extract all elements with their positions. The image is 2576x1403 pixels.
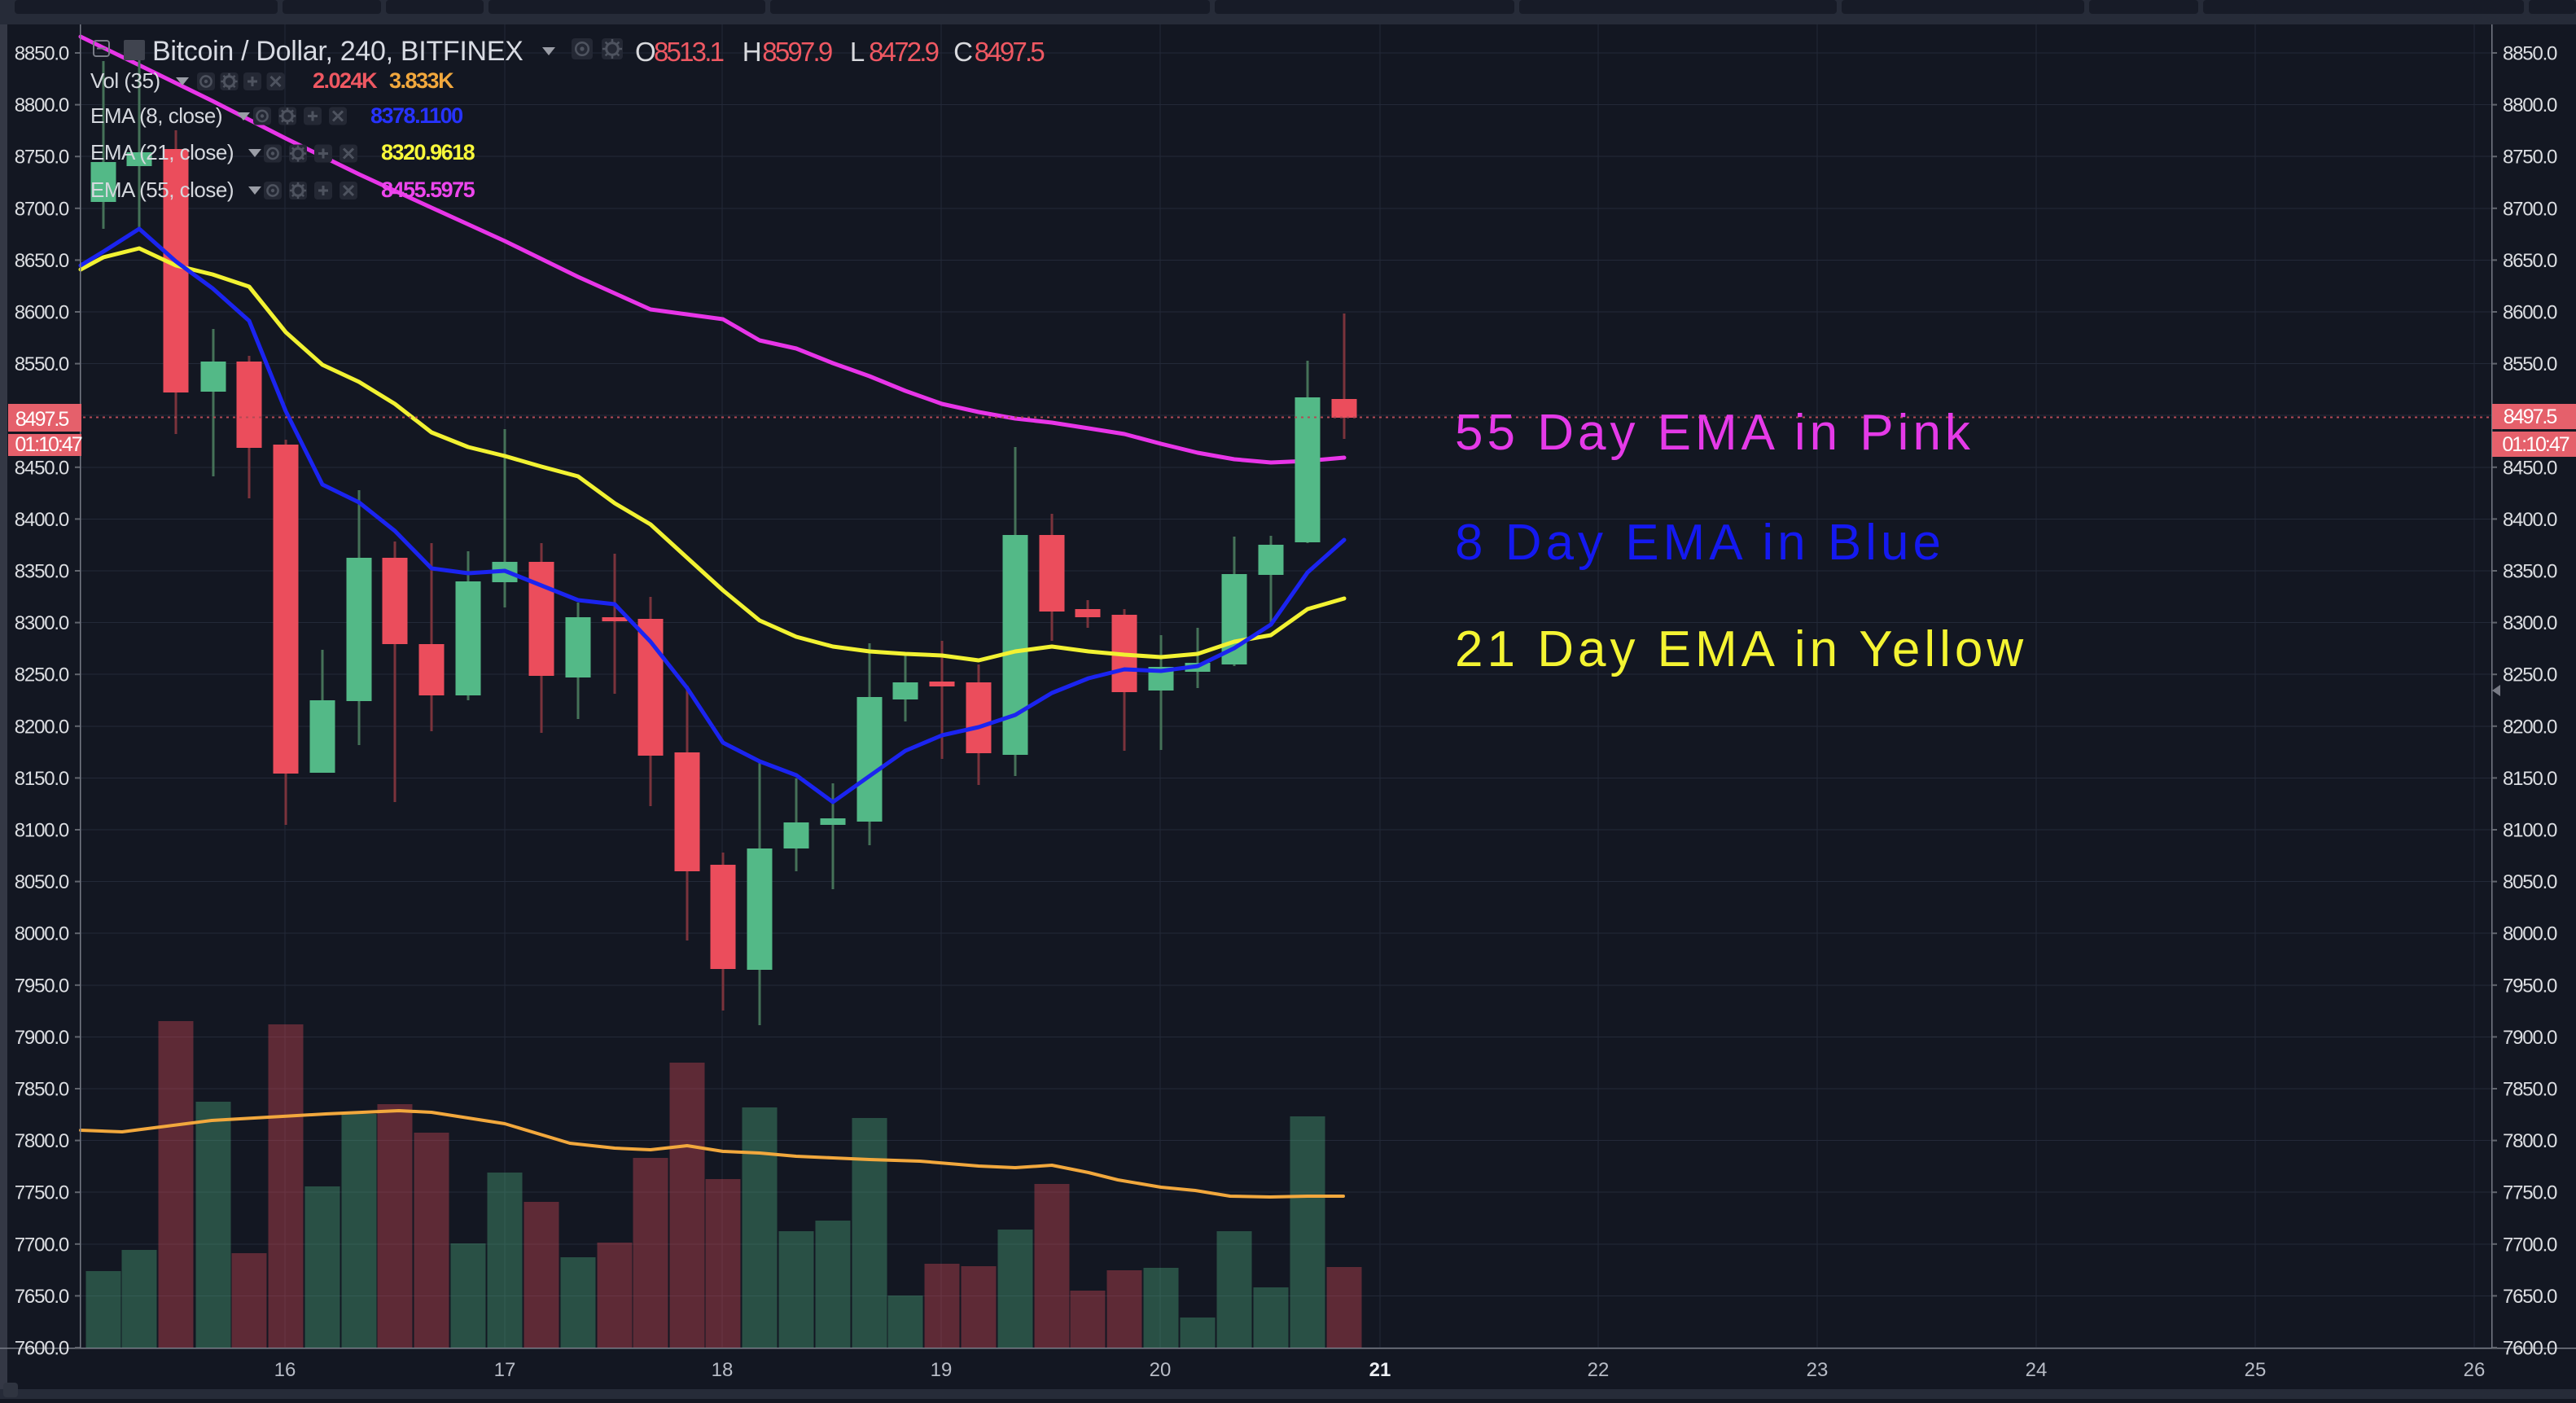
- svg-text:8400.0: 8400.0: [15, 509, 69, 531]
- svg-text:L: L: [850, 37, 865, 67]
- svg-text:8 Day EMA in Blue: 8 Day EMA in Blue: [1455, 515, 1945, 571]
- svg-text:8200.0: 8200.0: [15, 716, 69, 738]
- svg-text:8200.0: 8200.0: [2503, 716, 2557, 738]
- svg-text:7700.0: 7700.0: [15, 1234, 69, 1256]
- svg-text:7850.0: 7850.0: [15, 1079, 69, 1101]
- svg-text:8800.0: 8800.0: [15, 94, 69, 116]
- svg-text:8497.5: 8497.5: [15, 408, 69, 431]
- svg-text:16: 16: [274, 1359, 296, 1381]
- svg-text:8472.9: 8472.9: [869, 37, 939, 67]
- svg-text:8513.1: 8513.1: [654, 37, 724, 67]
- svg-text:7750.0: 7750.0: [2503, 1182, 2557, 1204]
- svg-text:8350.0: 8350.0: [2503, 561, 2557, 583]
- svg-text:8750.0: 8750.0: [15, 147, 69, 169]
- svg-text:7900.0: 7900.0: [2503, 1027, 2557, 1049]
- svg-text:8800.0: 8800.0: [2503, 94, 2557, 116]
- svg-text:C: C: [953, 37, 973, 67]
- svg-text:20: 20: [1150, 1359, 1172, 1381]
- svg-text:8650.0: 8650.0: [15, 250, 69, 272]
- svg-text:8455.5975: 8455.5975: [381, 178, 475, 202]
- svg-text:8450.0: 8450.0: [15, 457, 69, 479]
- svg-text:8100.0: 8100.0: [15, 820, 69, 842]
- svg-text:2.024K: 2.024K: [313, 68, 378, 93]
- svg-text:8050.0: 8050.0: [15, 871, 69, 893]
- svg-text:EMA (8, close): EMA (8, close): [90, 103, 222, 128]
- svg-text:8700.0: 8700.0: [2503, 198, 2557, 220]
- svg-text:7600.0: 7600.0: [15, 1338, 69, 1360]
- svg-text:19: 19: [931, 1359, 953, 1381]
- svg-text:8497.5: 8497.5: [2504, 406, 2557, 428]
- svg-text:55 Day EMA in Pink: 55 Day EMA in Pink: [1455, 405, 1974, 461]
- svg-text:EMA (55, close): EMA (55, close): [90, 178, 234, 202]
- svg-text:7600.0: 7600.0: [2503, 1338, 2557, 1360]
- svg-text:18: 18: [712, 1359, 734, 1381]
- svg-text:8450.0: 8450.0: [2503, 457, 2557, 479]
- svg-text:21: 21: [1369, 1359, 1391, 1381]
- svg-text:8350.0: 8350.0: [15, 561, 69, 583]
- svg-text:8300.0: 8300.0: [15, 612, 69, 634]
- svg-text:8000.0: 8000.0: [15, 923, 69, 945]
- svg-text:8300.0: 8300.0: [2503, 612, 2557, 634]
- svg-text:22: 22: [1588, 1359, 1610, 1381]
- svg-text:8000.0: 8000.0: [2503, 923, 2557, 945]
- svg-text:8600.0: 8600.0: [2503, 302, 2557, 324]
- svg-text:8700.0: 8700.0: [15, 198, 69, 220]
- svg-text:7950.0: 7950.0: [15, 975, 69, 997]
- svg-text:8150.0: 8150.0: [2503, 768, 2557, 790]
- svg-text:01:10:47: 01:10:47: [2502, 433, 2569, 456]
- svg-text:7650.0: 7650.0: [2503, 1286, 2557, 1308]
- svg-text:8320.9618: 8320.9618: [381, 140, 475, 164]
- svg-text:24: 24: [2026, 1359, 2048, 1381]
- svg-text:8650.0: 8650.0: [2503, 250, 2557, 272]
- svg-text:8597.9: 8597.9: [762, 37, 832, 67]
- svg-text:8378.1100: 8378.1100: [370, 103, 462, 128]
- svg-text:3.833K: 3.833K: [389, 68, 454, 93]
- svg-text:8250.0: 8250.0: [15, 664, 69, 686]
- svg-text:8750.0: 8750.0: [2503, 147, 2557, 169]
- svg-text:01:10:47: 01:10:47: [15, 433, 81, 456]
- svg-text:EMA (21, close): EMA (21, close): [90, 140, 234, 164]
- svg-text:8497.5: 8497.5: [975, 37, 1045, 67]
- svg-text:8050.0: 8050.0: [2503, 871, 2557, 893]
- svg-text:26: 26: [2464, 1359, 2486, 1381]
- svg-text:7850.0: 7850.0: [2503, 1079, 2557, 1101]
- svg-text:7700.0: 7700.0: [2503, 1234, 2557, 1256]
- svg-text:8400.0: 8400.0: [2503, 509, 2557, 531]
- svg-text:7750.0: 7750.0: [15, 1182, 69, 1204]
- svg-text:7900.0: 7900.0: [15, 1027, 69, 1049]
- svg-text:8850.0: 8850.0: [15, 43, 69, 65]
- svg-text:Vol (35): Vol (35): [90, 68, 160, 93]
- svg-text:Bitcoin / Dollar, 240, BITFINE: Bitcoin / Dollar, 240, BITFINEX: [152, 36, 524, 67]
- svg-text:8550.0: 8550.0: [2503, 353, 2557, 375]
- svg-text:8250.0: 8250.0: [2503, 664, 2557, 686]
- svg-text:25: 25: [2245, 1359, 2267, 1381]
- svg-text:O: O: [635, 37, 656, 67]
- svg-text:8100.0: 8100.0: [2503, 820, 2557, 842]
- svg-text:8600.0: 8600.0: [15, 302, 69, 324]
- svg-text:H: H: [743, 37, 762, 67]
- svg-text:8850.0: 8850.0: [2503, 43, 2557, 65]
- svg-text:23: 23: [1807, 1359, 1829, 1381]
- svg-text:8550.0: 8550.0: [15, 353, 69, 375]
- svg-text:7800.0: 7800.0: [15, 1130, 69, 1152]
- svg-text:7800.0: 7800.0: [2503, 1130, 2557, 1152]
- svg-text:21 Day EMA in Yellow: 21 Day EMA in Yellow: [1455, 621, 2027, 677]
- svg-text:17: 17: [494, 1359, 516, 1381]
- svg-text:8150.0: 8150.0: [15, 768, 69, 790]
- svg-text:7950.0: 7950.0: [2503, 975, 2557, 997]
- svg-text:7650.0: 7650.0: [15, 1286, 69, 1308]
